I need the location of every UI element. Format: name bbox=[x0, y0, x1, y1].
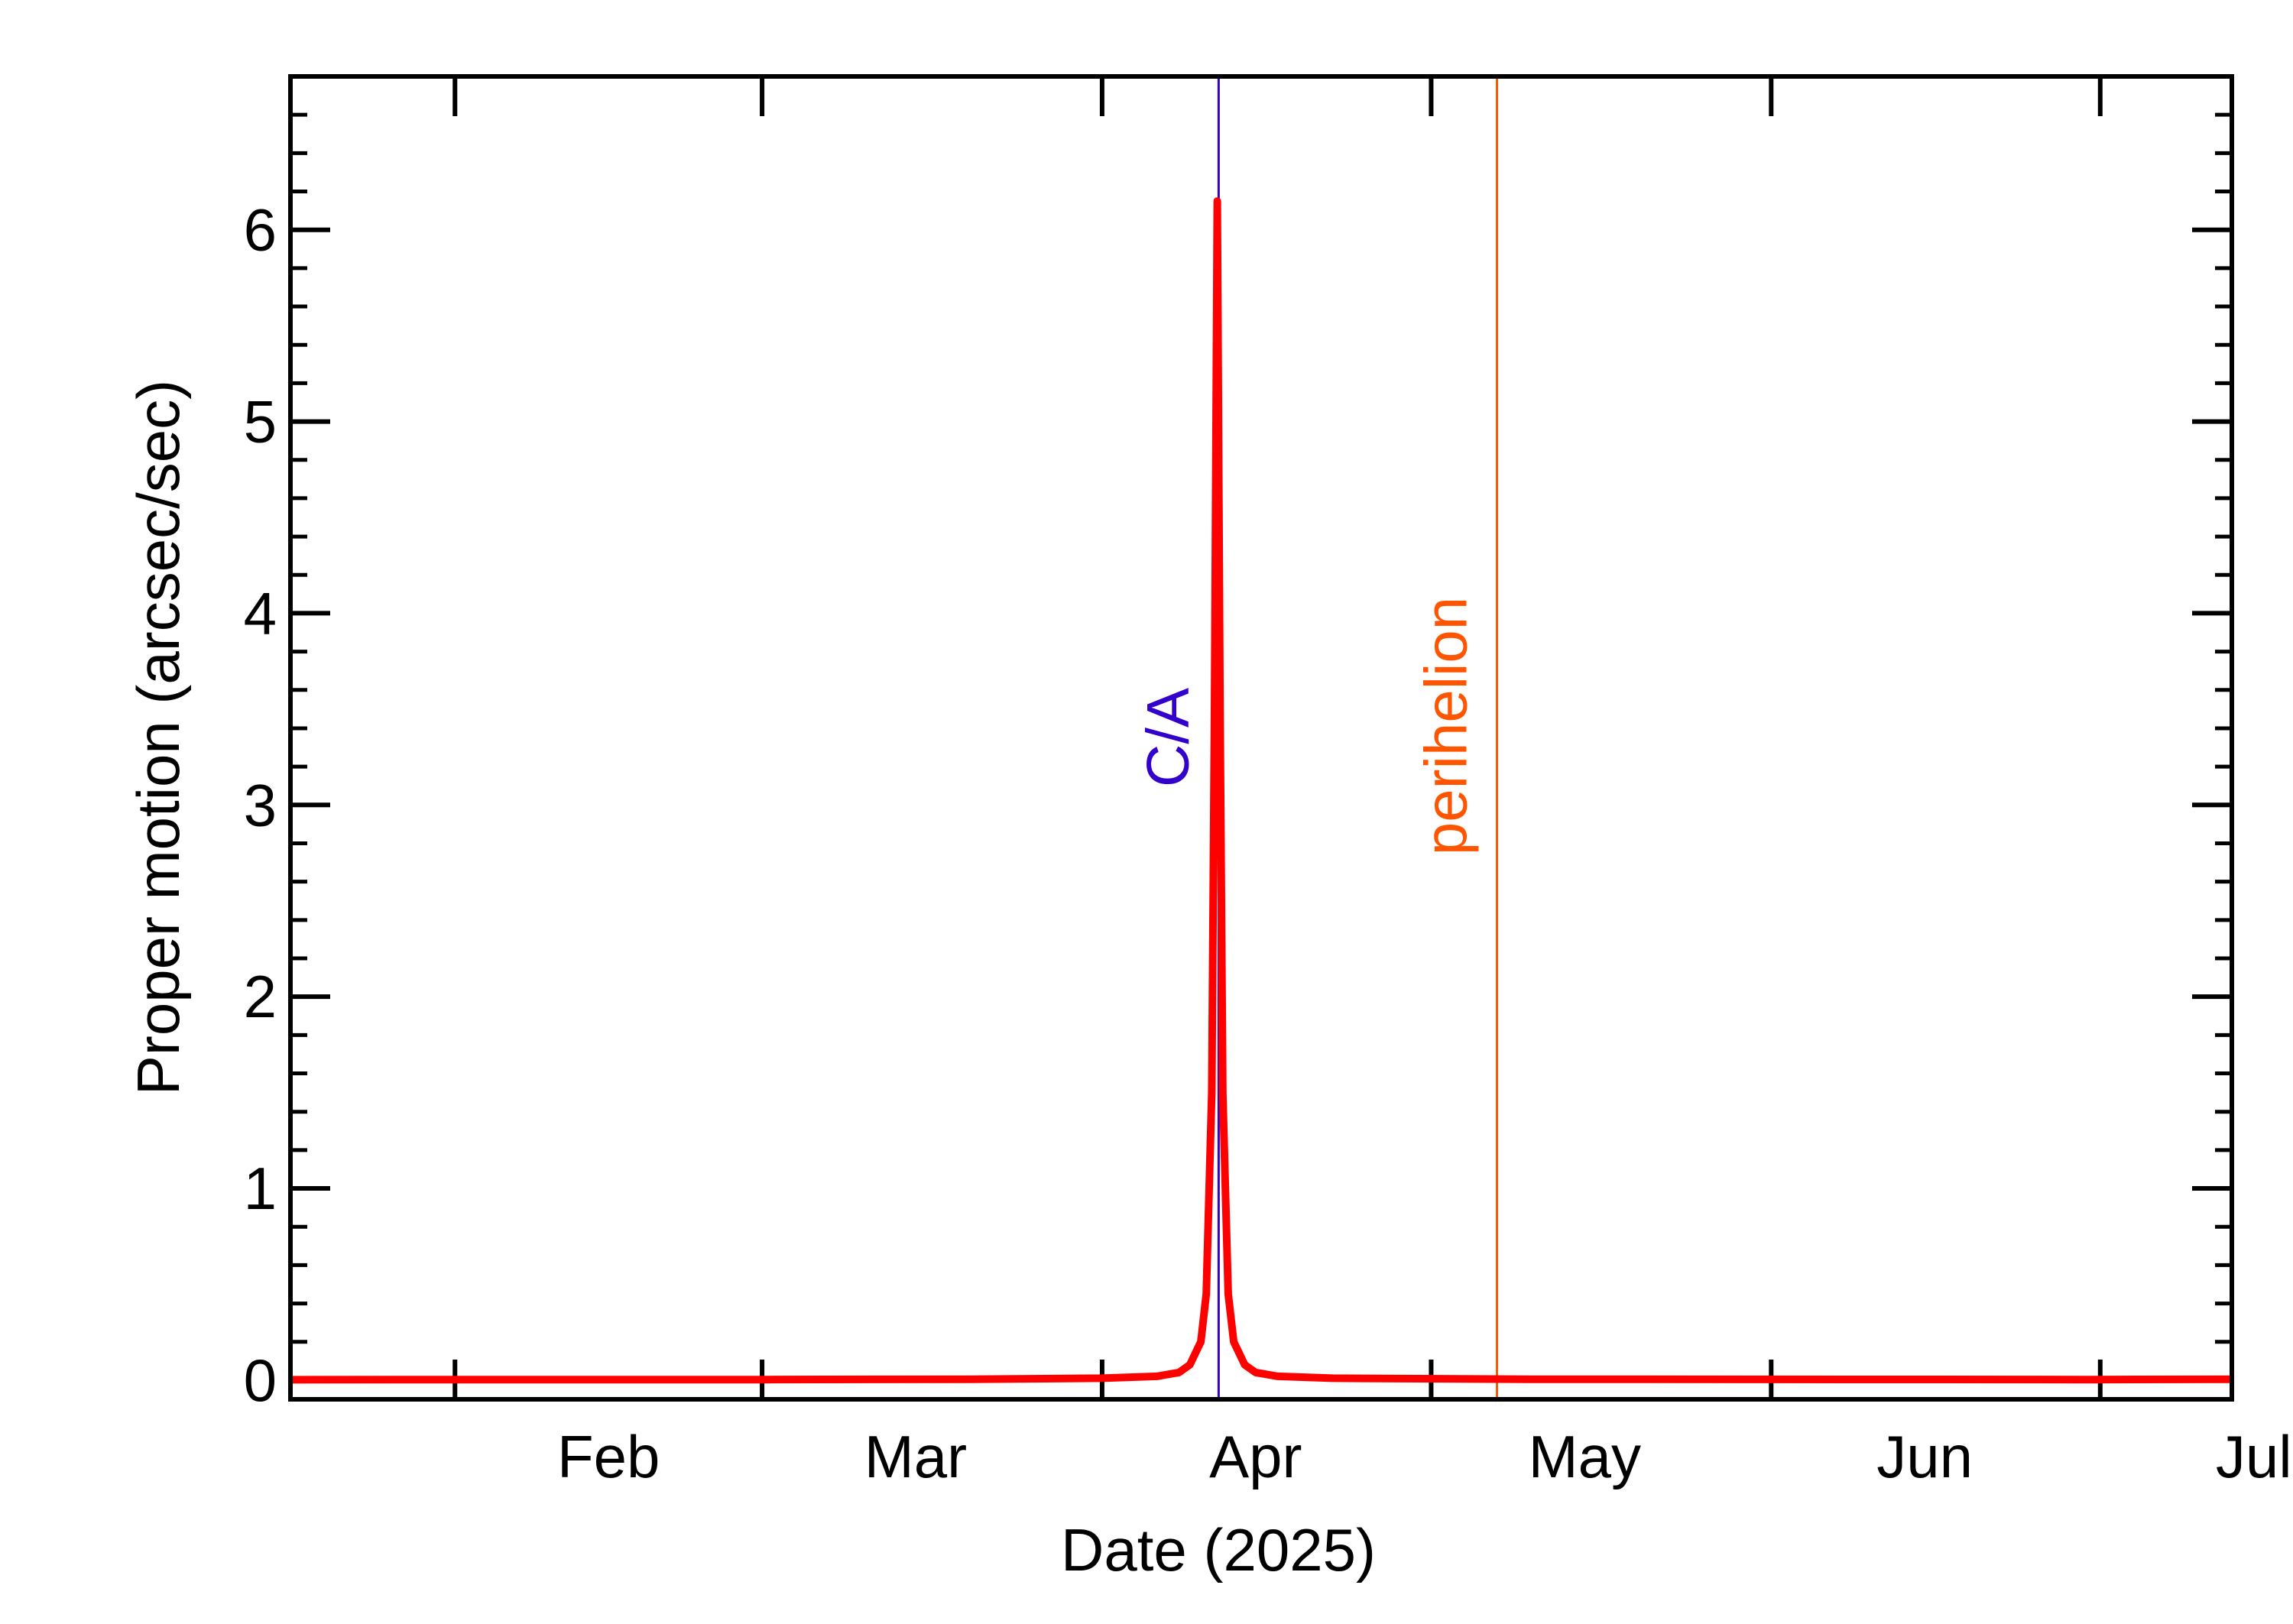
x-axis-label: Date (2025) bbox=[1061, 1516, 1376, 1583]
data-point bbox=[1276, 1374, 1279, 1378]
x-tick-label: Feb bbox=[557, 1423, 660, 1490]
data-point bbox=[1221, 1091, 1224, 1094]
data-point bbox=[1210, 1091, 1214, 1094]
data-point bbox=[1769, 1377, 1773, 1381]
y-tick-label: 6 bbox=[244, 196, 277, 264]
data-point bbox=[1254, 1370, 1257, 1374]
y-tick-label: 2 bbox=[244, 963, 277, 1030]
data-point bbox=[1100, 1376, 1104, 1380]
data-point bbox=[1177, 1370, 1181, 1374]
data-point bbox=[1205, 1292, 1208, 1296]
x-tick-label: May bbox=[1529, 1423, 1641, 1490]
y-tick-label: 4 bbox=[244, 579, 277, 647]
y-tick-label: 1 bbox=[244, 1155, 277, 1222]
y-tick-label: 0 bbox=[244, 1347, 277, 1414]
data-point bbox=[2087, 1378, 2091, 1382]
x-tick-label: Mar bbox=[864, 1423, 967, 1490]
data-point bbox=[1213, 707, 1217, 711]
data-point bbox=[1155, 1374, 1159, 1378]
data-point bbox=[1232, 1340, 1236, 1344]
annotation-label: C/A bbox=[1134, 688, 1201, 787]
annotation-label: perihelion bbox=[1412, 597, 1480, 855]
x-tick-label: Apr bbox=[1209, 1423, 1302, 1490]
data-point bbox=[1215, 199, 1219, 203]
data-point bbox=[968, 1377, 972, 1381]
data-point bbox=[761, 1378, 764, 1382]
y-axis-label: Proper motion (arcsec/sec) bbox=[125, 380, 192, 1095]
data-point bbox=[1218, 707, 1222, 711]
x-tick-label: Jun bbox=[1876, 1423, 1973, 1490]
data-point bbox=[1331, 1376, 1335, 1380]
data-point bbox=[1226, 1292, 1230, 1296]
x-tick-label: Jul bbox=[2216, 1423, 2292, 1490]
data-point bbox=[453, 1378, 457, 1382]
y-tick-label: 5 bbox=[244, 388, 277, 455]
data-point bbox=[1528, 1377, 1532, 1381]
data-point bbox=[1199, 1340, 1203, 1344]
data-point bbox=[1243, 1363, 1247, 1366]
plot-frame bbox=[288, 74, 2234, 1402]
y-tick-label: 3 bbox=[244, 771, 277, 838]
chart-marks: Feb Mar Apr May Jun Jul 0 1 2 3 4 5 6 C/A perihelion bbox=[244, 74, 2292, 1490]
data-point bbox=[1188, 1363, 1192, 1366]
